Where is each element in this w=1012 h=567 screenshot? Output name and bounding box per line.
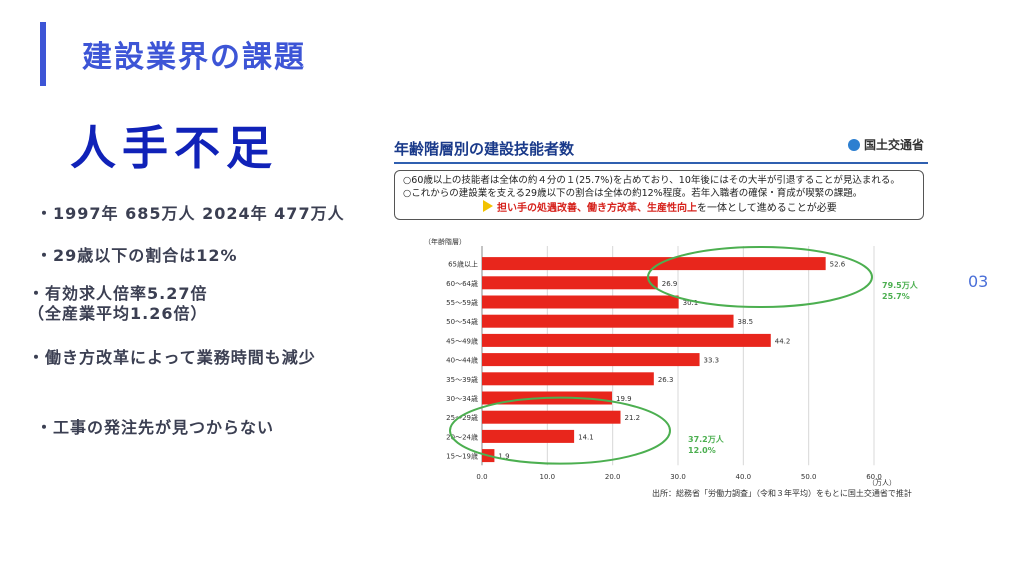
annotation-top-percent: 25.7% [882,292,910,301]
category-label: 40～44歳 [446,356,478,365]
category-label: 60～64歳 [446,279,478,288]
arrow-right-icon [483,200,493,212]
headline: 人手不足 [70,121,278,175]
data-label: 44.2 [775,337,791,345]
bar [482,276,658,290]
x-tick-label: 60.0 [866,473,882,481]
data-label: 30.1 [683,299,699,307]
category-label: 25～29歳 [446,413,478,422]
category-label: 20～24歳 [446,432,478,441]
annotation-top-count: 79.5万人 [882,280,919,290]
data-label: 26.9 [662,280,678,288]
bar [482,353,700,367]
data-label: 38.5 [738,318,754,326]
bar [482,295,679,309]
category-label: 55～59歳 [446,298,478,307]
x-tick-label: 50.0 [801,473,817,481]
emphasis-text: 担い手の処遇改善、働き方改革、生産性向上 [497,203,697,214]
category-label: 45～49歳 [446,336,478,345]
y-axis-label: （年齢階層） [424,237,466,246]
agency-name: 国土交通省 [863,138,924,152]
category-label: 15～19歳 [446,452,478,461]
page-number: 03 [968,272,989,291]
data-label: 19.9 [616,395,632,403]
note-line-1: ○60歳以上の技能者は全体の約４分の１(25.7%)を占めており、10年後にはそ… [403,175,900,186]
data-label: 1.9 [498,453,509,461]
bar [482,372,654,386]
note-line-2: ○これからの建設業を支える29歳以下の割合は全体の約12%程度。若年入職者の確保… [403,188,863,199]
annotation-bottom-percent: 12.0% [688,446,716,455]
bullet-2: ・29歳以下の割合は12% [36,246,238,265]
title-accent-bar [40,22,46,86]
bar [482,410,621,424]
slide-title: 建設業界の課題 [82,40,306,75]
x-tick-label: 20.0 [605,473,621,481]
bar-chart: 0.0 10.0 20.0 30.0 40.0 50.0 60.0 （年齢階層） （万人） 65歳… [424,237,919,487]
annotation-bottom-count: 37.2万人 [688,434,725,444]
agency-label: 国土交通省 [847,136,924,153]
data-label: 21.2 [625,414,641,422]
bullet-5: ・工事の発注先が見つからない [36,418,275,437]
title-underline [394,162,928,164]
agency-logo-icon [847,139,860,151]
data-label: 52.6 [830,261,846,269]
x-tick-label: 0.0 [476,473,487,481]
category-label: 65歳以上 [448,260,478,269]
bar [482,429,575,443]
bar [482,314,734,328]
bullet-3: ・有効求人倍率5.27倍 （全産業平均1.26倍） [28,284,208,323]
category-label: 35～39歳 [446,375,478,384]
category-label: 50～54歳 [446,317,478,326]
source-note: 出所：総務省「労働力調査」（令和３年平均）をもとに国土交通省で推計 [652,489,912,498]
bar [482,257,826,271]
x-tick-label: 10.0 [540,473,556,481]
note-box: ○60歳以上の技能者は全体の約４分の１(25.7%)を占めており、10年後にはそ… [394,170,924,220]
chart-title: 年齢階層別の建設技能者数 [394,140,575,158]
x-axis-label: （万人） [868,479,896,487]
data-label: 14.1 [578,433,594,441]
bullet-4: ・働き方改革によって業務時間も減少 [28,348,316,367]
note-emphasis: 担い手の処遇改善、働き方改革、生産性向上を一体として進めることが必要 [483,200,915,216]
category-label: 30～34歳 [446,394,478,403]
highlight-ellipse-top [647,246,873,309]
x-tick-label: 40.0 [736,473,752,481]
highlight-ellipse-bottom [449,396,671,465]
bullet-1: ・1997年 685万人 2024年 477万人 [36,204,345,223]
data-label: 26.3 [658,376,674,384]
bar [482,333,771,347]
data-label: 33.3 [704,357,720,365]
chart-figure: 年齢階層別の建設技能者数 国土交通省 ○60歳以上の技能者は全体の約４分の１(2… [376,128,932,498]
x-tick-label: 30.0 [670,473,686,481]
emphasis-rest: を一体として進めることが必要 [697,203,837,214]
